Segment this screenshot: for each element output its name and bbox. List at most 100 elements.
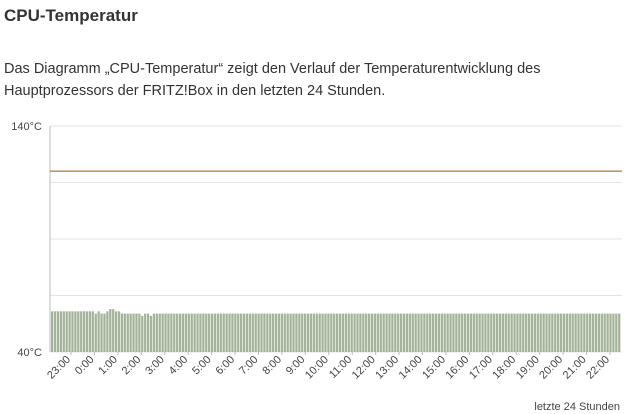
temperature-bar — [365, 313, 368, 352]
temperature-bar — [82, 311, 86, 352]
temperature-bar — [309, 313, 313, 352]
temperature-bar — [475, 313, 478, 352]
temperature-bar — [51, 311, 54, 352]
temperature-bar — [423, 313, 426, 352]
temperature-bar — [618, 313, 621, 352]
temperature-bar — [443, 313, 446, 352]
temperature-bar — [74, 311, 77, 352]
temperature-bar — [196, 313, 199, 352]
temperature-bar — [434, 313, 438, 352]
temperature-bar — [612, 313, 615, 352]
temperature-bar — [571, 313, 574, 352]
temperature-bar — [123, 313, 126, 352]
temperature-bar — [152, 313, 156, 352]
temperature-bar — [129, 313, 132, 352]
temperature-bar — [312, 313, 315, 352]
temperature-bar — [167, 313, 170, 352]
temperature-bar — [411, 313, 414, 352]
temperature-bar — [202, 313, 205, 352]
temperature-bar — [190, 313, 193, 352]
temperature-bar — [205, 313, 208, 352]
temperature-bar — [388, 313, 391, 352]
x-tick-label: 13:00 — [373, 354, 401, 382]
temperature-bar — [68, 311, 71, 352]
temperature-bar — [193, 313, 196, 352]
temperature-bar — [391, 313, 394, 352]
x-tick-label: 1:00 — [96, 354, 120, 378]
temperature-bar — [106, 311, 109, 352]
temperature-bar — [591, 313, 595, 352]
page-title: CPU-Temperatur — [4, 6, 138, 25]
temperature-bar — [516, 313, 519, 352]
temperature-bar — [469, 313, 473, 352]
temperature-bar — [330, 313, 333, 352]
temperature-bar — [71, 311, 74, 352]
temperature-bar — [548, 313, 551, 352]
temperature-bar — [463, 313, 467, 352]
temperature-bar — [484, 313, 487, 352]
temperature-bar — [77, 311, 80, 352]
temperature-bar — [580, 313, 583, 352]
temperature-bar — [228, 313, 231, 352]
temperature-bar — [574, 313, 577, 352]
temperature-bar — [522, 313, 525, 352]
temperature-bar — [216, 313, 220, 352]
temperature-bar — [446, 313, 449, 352]
temperature-bar — [80, 311, 83, 352]
temperature-bar — [292, 313, 295, 352]
temperature-bar — [350, 313, 353, 352]
temperature-bar — [359, 313, 362, 352]
temperature-bar — [324, 313, 327, 352]
temperature-bar — [417, 313, 420, 352]
temperature-bar — [219, 313, 222, 352]
temperature-bar — [199, 313, 202, 352]
temperature-bar — [158, 313, 161, 352]
cpu-temperature-chart: 140°C 40°C 23:00 0:00 1:00 2:00 3:00 4:00 5:00 6… — [11, 121, 622, 382]
temperature-bar — [94, 313, 97, 352]
temperature-bar — [117, 311, 121, 352]
y-tick-label: 140°C — [11, 121, 42, 133]
temperature-bar — [594, 313, 598, 352]
temperature-bar — [606, 313, 609, 352]
temperature-bar — [248, 313, 252, 352]
temperature-bar — [269, 313, 272, 352]
temperature-bar — [495, 313, 499, 352]
temperature-bar — [231, 313, 234, 352]
temperature-bar — [426, 313, 429, 352]
x-tick-label: 12:00 — [350, 354, 378, 382]
x-tick-label: 20:00 — [537, 354, 565, 382]
temperature-bar — [208, 313, 211, 352]
temperature-bar — [254, 313, 257, 352]
temperature-bar — [289, 313, 292, 352]
temperature-bar — [144, 313, 147, 352]
x-tick-label: 0:00 — [73, 354, 97, 378]
temperature-bar — [155, 313, 158, 352]
temperature-bar — [493, 313, 496, 352]
temperature-bar — [437, 313, 441, 352]
temperature-bar — [178, 313, 182, 352]
temperature-bar — [449, 313, 452, 352]
temperature-bar — [530, 313, 534, 352]
temperature-bar — [431, 313, 435, 352]
x-tick-label: 14:00 — [397, 354, 425, 382]
chart-bars — [50, 170, 622, 352]
x-tick-label: 22:00 — [584, 354, 612, 382]
x-axis: 23:00 0:00 1:00 2:00 3:00 4:00 5:00 6:00 7:00 8:0… — [45, 352, 612, 382]
temperature-bar — [545, 313, 548, 352]
temperature-bar — [280, 313, 284, 352]
x-tick-label: 2:00 — [120, 354, 144, 378]
x-axis-label: letzte 24 Stunden — [534, 401, 620, 413]
temperature-bar — [277, 313, 281, 352]
temperature-bar — [408, 313, 411, 352]
temperature-bar — [376, 313, 379, 352]
temperature-bar — [600, 313, 603, 352]
temperature-bar — [135, 313, 138, 352]
temperature-bar — [458, 313, 461, 352]
temperature-bar — [472, 313, 475, 352]
temperature-bar — [586, 313, 589, 352]
temperature-bar — [100, 313, 103, 352]
temperature-bar — [274, 313, 278, 352]
x-tick-label: 3:00 — [143, 354, 167, 378]
temperature-bar — [97, 311, 100, 352]
temperature-bar — [420, 313, 423, 352]
